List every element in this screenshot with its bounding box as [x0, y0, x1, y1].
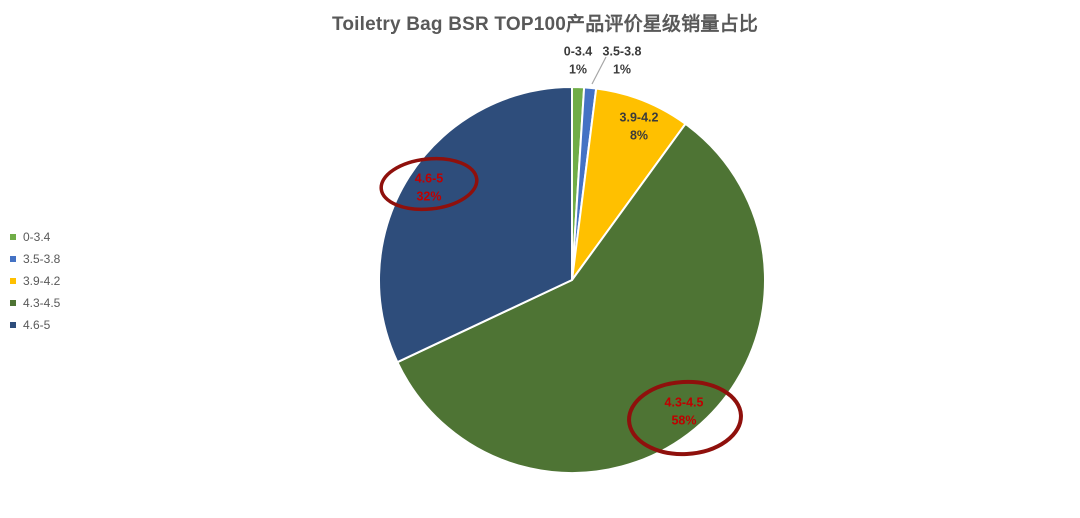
- legend-label: 3.5-3.8: [23, 252, 61, 266]
- legend-item-3.9-4.2: 3.9-4.2: [10, 270, 60, 292]
- legend-marker: [10, 256, 16, 262]
- pie-slice-4.6-5: [378, 86, 573, 364]
- data-label-3.5-3.8: 3.5-3.8 1%: [603, 44, 642, 76]
- legend-item-3.5-3.8: 3.5-3.8: [10, 248, 60, 270]
- pie-slice-4.3-4.5: [396, 122, 766, 475]
- data-label-4.3-4.5: 4.3-4.5 58%: [665, 395, 704, 427]
- legend-label: 3.9-4.2: [23, 274, 61, 288]
- data-label-3.9-4.2: 3.9-4.2 8%: [620, 110, 659, 142]
- legend-label: 4.6-5: [23, 318, 51, 332]
- annotation-ellipse-4.3-4.5: [627, 379, 743, 457]
- data-label-0-3.4: 0-3.4 1%: [564, 44, 593, 76]
- leader-line-3.5-3.8: [591, 56, 607, 85]
- data-label-4.6-5: 4.6-5 32%: [415, 171, 444, 203]
- legend-marker: [10, 322, 16, 328]
- legend-marker: [10, 278, 16, 284]
- legend-item-0-3.4: 0-3.4: [10, 226, 60, 248]
- legend-item-4.6-5: 4.6-5: [10, 314, 60, 336]
- legend-label: 0-3.4: [23, 230, 51, 244]
- pie-slice-3.9-4.2: [571, 87, 687, 281]
- legend-item-4.3-4.5: 4.3-4.5: [10, 292, 60, 314]
- legend-marker: [10, 234, 16, 240]
- annotation-ellipse-4.6-5: [379, 156, 479, 212]
- chart-title: Toiletry Bag BSR TOP100产品评价星级销量占比: [331, 14, 759, 35]
- chart-legend: 0-3.4 3.5-3.8 3.9-4.2 4.3-4.5 4.6-5: [10, 226, 60, 336]
- legend-marker: [10, 300, 16, 306]
- legend-label: 4.3-4.5: [23, 296, 61, 310]
